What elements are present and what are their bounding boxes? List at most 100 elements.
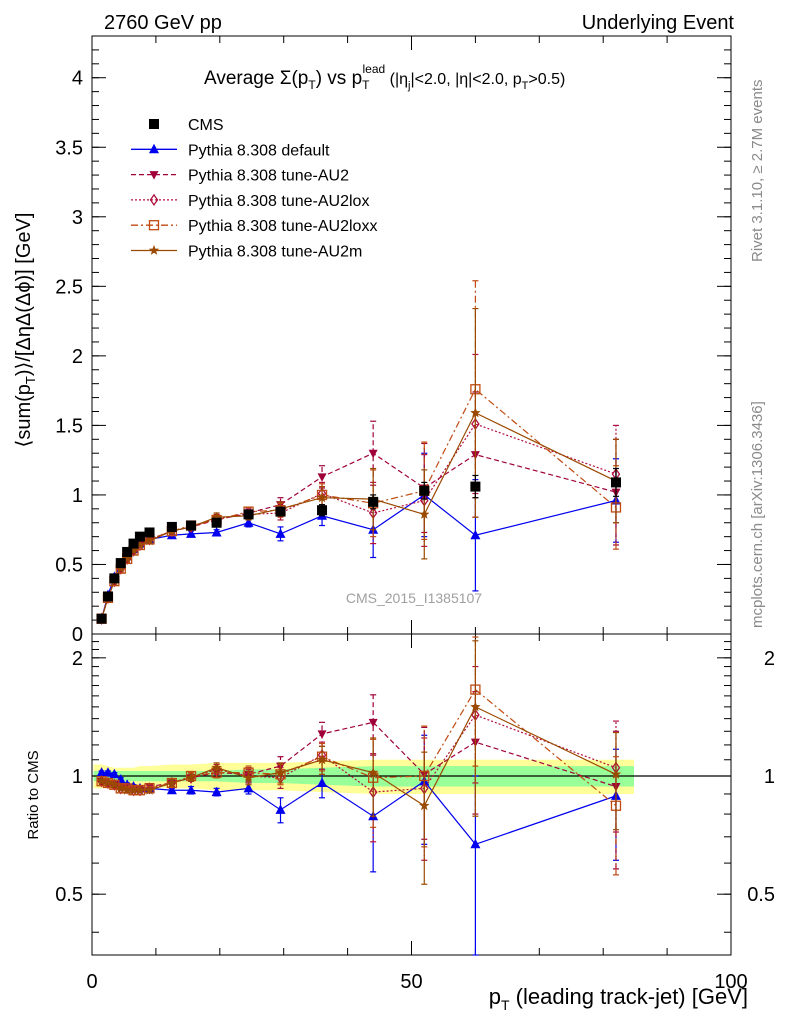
y-tick-label-right: 0.5 — [747, 884, 775, 906]
data-point — [134, 784, 146, 795]
data-point — [317, 777, 328, 787]
y-tick-label-right: 2 — [764, 648, 775, 670]
series-line — [101, 388, 617, 619]
data-point — [186, 528, 197, 538]
data-point — [185, 772, 197, 783]
series-pythia-8-308-tune-au2loxx — [96, 636, 622, 876]
data-point — [166, 777, 178, 788]
y-tick-label: 2 — [72, 648, 83, 670]
data-point — [115, 782, 126, 793]
data-point — [243, 509, 254, 520]
data-point — [368, 449, 378, 459]
x-tick-label: 0 — [86, 971, 97, 993]
legend-label: Pythia 8.308 tune-AU2loxx — [188, 218, 377, 235]
data-point — [128, 784, 139, 795]
series-pythia-8-308-tune-au2m — [96, 640, 622, 885]
y-tick-label: 1 — [72, 485, 83, 507]
data-point — [102, 767, 113, 777]
legend-marker — [149, 119, 159, 129]
rivet-side-label: Rivet 3.1.10, ≥ 2.7M events — [749, 80, 766, 263]
data-point — [211, 762, 222, 773]
legend-item: Pythia 8.308 tune-AU2m — [131, 244, 362, 261]
data-point — [470, 529, 481, 540]
data-point — [211, 517, 222, 528]
series-pythia-8-308-tune-au2lox — [97, 353, 621, 625]
data-point — [275, 506, 286, 517]
y-tick-label-right: 1 — [764, 766, 775, 788]
data-point — [186, 520, 197, 531]
legend-label: Pythia 8.308 default — [188, 142, 330, 159]
data-point — [243, 772, 254, 783]
x-axis-label: pT (leading track-jet) [GeV] — [489, 984, 748, 1013]
data-point — [186, 784, 197, 795]
data-point — [419, 485, 430, 496]
data-point — [144, 535, 155, 546]
data-point — [419, 508, 430, 519]
data-point — [368, 496, 379, 507]
data-point — [610, 768, 622, 779]
mcplots-side-label: mcplots.cern.ch [arXiv:1306.3436] — [749, 401, 766, 628]
header-right: Underlying Event — [582, 12, 735, 34]
series-cms — [96, 467, 621, 624]
legend-label: Pythia 8.308 tune-AU2lox — [188, 193, 369, 210]
series-pythia-8-308-tune-au2m — [96, 307, 622, 624]
data-point — [470, 701, 481, 712]
data-point — [470, 407, 481, 418]
data-point — [243, 782, 254, 793]
data-point — [166, 521, 177, 532]
legend-label: Pythia 8.308 tune-AU2 — [188, 168, 349, 185]
y-tick-label: 0 — [72, 624, 83, 646]
data-point — [243, 517, 254, 527]
x-tick-label: 50 — [400, 971, 422, 993]
y-tick-label: 3 — [72, 207, 83, 229]
legend-item: CMS — [149, 117, 224, 134]
data-point — [122, 546, 133, 557]
data-point — [275, 528, 286, 538]
main-plot-series — [96, 280, 622, 625]
legend-item: Pythia 8.308 tune-AU2 — [131, 168, 349, 185]
data-point — [144, 527, 155, 538]
data-point — [102, 777, 114, 788]
plot-title: Average Σ(pT) vs pTlead (|ηj|<2.0, |η|<2… — [204, 62, 565, 92]
data-point — [121, 784, 133, 795]
data-point — [134, 531, 145, 542]
y-tick-label: 1.5 — [55, 415, 83, 437]
ratio-plot-series — [96, 636, 622, 956]
header-left: 2760 GeV pp — [104, 12, 222, 34]
plot-frame — [91, 633, 732, 956]
data-point — [102, 591, 113, 602]
data-point — [121, 553, 133, 564]
legend-marker — [149, 193, 159, 207]
legend-item: Pythia 8.308 tune-AU2lox — [131, 193, 369, 210]
data-point — [367, 767, 379, 778]
data-point — [419, 800, 430, 811]
data-point — [275, 767, 286, 778]
data-point — [134, 539, 146, 550]
ratio-plot-frame: 0 50 100 0.5 1 2 0.5 1 2 — [55, 633, 775, 993]
data-point — [470, 838, 481, 849]
y-tick-label: 0.5 — [55, 884, 83, 906]
data-point — [470, 481, 481, 492]
data-point — [144, 784, 155, 795]
series-pythia-8-308-tune-au2 — [97, 391, 621, 624]
data-point — [96, 775, 107, 786]
data-point — [115, 563, 126, 574]
data-point — [610, 477, 621, 488]
data-point — [211, 526, 222, 537]
data-point — [368, 718, 378, 728]
data-point — [316, 492, 328, 503]
data-point — [128, 538, 139, 549]
legend-marker — [149, 171, 159, 180]
data-point — [109, 573, 120, 584]
analysis-watermark: CMS_2015_I1385107 — [346, 590, 482, 606]
y-tick-label: 2 — [72, 346, 83, 368]
legend: CMS Pythia 8.308 default Pythia 8.308 tune… — [131, 117, 377, 261]
data-point — [316, 754, 328, 765]
data-point — [317, 730, 327, 739]
data-point — [96, 767, 107, 777]
main-y-axis-label: ⟨sum(pT)⟩/[ΔηΔ(Δϕ)] [GeV] — [13, 213, 38, 448]
x-tick-label: 100 — [714, 971, 747, 993]
legend-marker — [148, 220, 160, 231]
legend-label: CMS — [188, 117, 224, 134]
